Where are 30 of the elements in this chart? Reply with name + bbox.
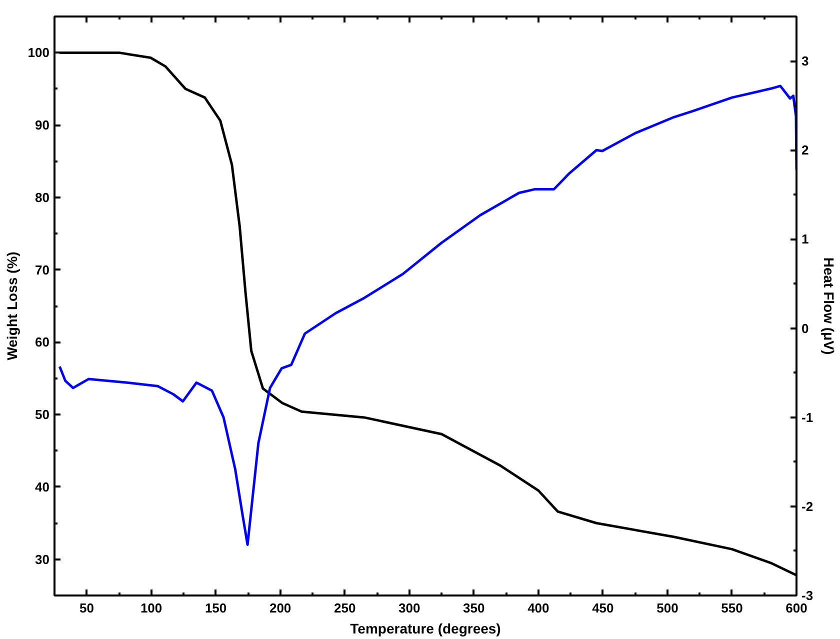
x-tick-label: 50: [80, 600, 94, 616]
y2-tick-label: -3: [802, 588, 814, 603]
y2-tick-label: -2: [802, 498, 814, 514]
x-tick-label: 400: [528, 600, 550, 616]
x-tick-label: 300: [398, 600, 420, 616]
y2-tick-label: 2: [802, 142, 809, 158]
x-tick-label: 150: [204, 600, 227, 616]
x-tick-label: 100: [140, 600, 162, 616]
y-tick-label: 60: [35, 334, 50, 350]
y2-tick-label: 0: [802, 320, 809, 336]
x-axis-title: Temperature (degrees): [350, 620, 501, 636]
y2-axis-title: Heat Flow (μV): [821, 257, 838, 355]
y-tick-label: 30: [35, 552, 50, 567]
y-tick-label: 70: [35, 262, 50, 278]
x-tick-label: 600: [786, 600, 808, 616]
y-axis-title: Weight Loss (%): [4, 252, 20, 360]
x-tick-label: 200: [269, 600, 292, 616]
y-tick-label: 40: [35, 479, 50, 494]
y2-tick-label: -1: [802, 410, 814, 425]
x-tick-label: 450: [592, 600, 614, 616]
y-tick-label: 50: [35, 407, 50, 422]
x-tick-label: 550: [721, 600, 743, 616]
y-tick-label: 90: [35, 118, 50, 133]
y2-tick-label: 3: [802, 54, 809, 69]
y-tick-label: 80: [35, 190, 50, 205]
x-tick-label: 250: [334, 600, 356, 616]
x-tick-label: 350: [463, 600, 485, 616]
y2-tick-label: 1: [802, 232, 809, 247]
y-tick-label: 100: [28, 45, 50, 60]
x-tick-label: 500: [656, 600, 678, 616]
